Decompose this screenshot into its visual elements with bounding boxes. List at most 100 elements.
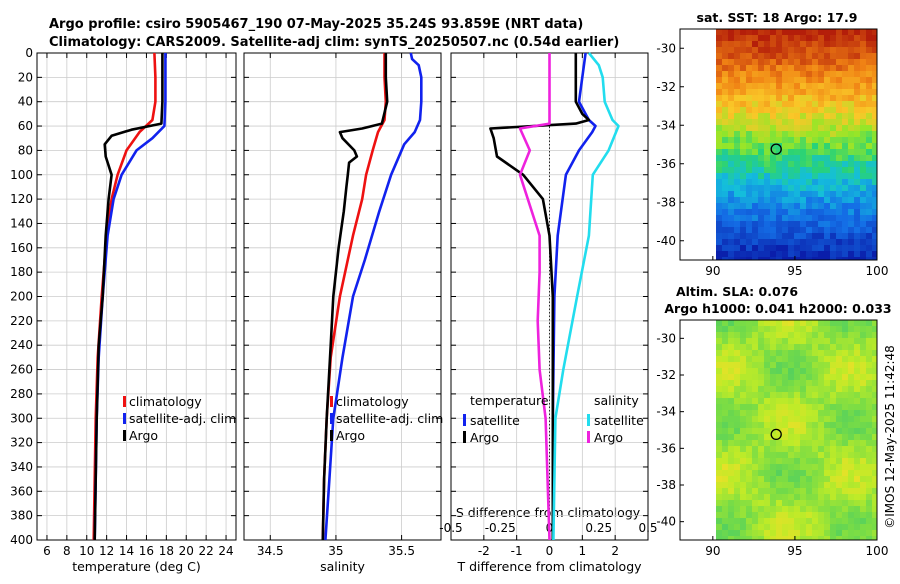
map-cell xyxy=(812,494,819,501)
map-cell xyxy=(830,101,837,108)
map-cell xyxy=(836,398,843,405)
map-cell xyxy=(740,386,747,393)
legend-title-salinity: salinity xyxy=(594,393,639,408)
map-cell xyxy=(830,506,837,513)
map-cell xyxy=(854,332,861,339)
map-cell xyxy=(824,131,831,138)
map-cell xyxy=(824,137,831,144)
map-cell xyxy=(716,209,723,216)
map-cell xyxy=(752,95,759,102)
map-cell xyxy=(722,35,729,42)
map-cell xyxy=(848,143,855,150)
map-cell xyxy=(764,89,771,96)
map-cell xyxy=(866,338,873,345)
map-cell xyxy=(872,149,878,156)
map-y-tick-label: -34 xyxy=(656,405,676,419)
map-cell xyxy=(872,446,878,453)
map-cell xyxy=(830,458,837,465)
map-cell xyxy=(770,356,777,363)
map-cell xyxy=(776,245,783,252)
map-cell xyxy=(872,476,878,483)
map-cell xyxy=(830,29,837,36)
map-cell xyxy=(788,155,795,162)
map-cell xyxy=(854,536,861,541)
map-cell xyxy=(866,320,873,327)
map-cell xyxy=(782,428,789,435)
map-cell xyxy=(770,386,777,393)
map-cell xyxy=(734,506,741,513)
map-cell xyxy=(746,416,753,423)
map-cell xyxy=(836,494,843,501)
map-cell xyxy=(752,107,759,114)
map-cell xyxy=(716,332,723,339)
map-cell xyxy=(764,374,771,381)
map-cell xyxy=(752,149,759,156)
map-cell xyxy=(728,149,735,156)
map-cell xyxy=(794,344,801,351)
map-cell xyxy=(776,524,783,531)
map-cell xyxy=(818,512,825,519)
map-cell xyxy=(740,185,747,192)
map-cell xyxy=(770,500,777,507)
map-cell xyxy=(728,320,735,327)
map-cell xyxy=(722,137,729,144)
map-cell xyxy=(866,131,873,138)
map-cell xyxy=(752,410,759,417)
map-cell xyxy=(824,29,831,36)
map-cell xyxy=(758,410,765,417)
map-cell xyxy=(728,416,735,423)
map-cell xyxy=(800,59,807,66)
map-cell xyxy=(848,410,855,417)
map-cell xyxy=(824,536,831,541)
map-cell xyxy=(800,518,807,525)
map-cell xyxy=(872,338,878,345)
map-cell xyxy=(770,65,777,72)
map-cell xyxy=(842,53,849,60)
map-cell xyxy=(734,470,741,477)
map-cell xyxy=(842,113,849,120)
map-cell xyxy=(812,143,819,150)
map-cell xyxy=(758,434,765,441)
map-cell xyxy=(830,173,837,180)
map-cell xyxy=(848,518,855,525)
map-cell xyxy=(854,125,861,132)
map-cell xyxy=(716,101,723,108)
map-cell xyxy=(722,113,729,120)
map-cell xyxy=(734,518,741,525)
map-cell xyxy=(770,95,777,102)
map-cell xyxy=(854,440,861,447)
map-cell xyxy=(860,380,867,387)
map-cell xyxy=(764,356,771,363)
map-cell xyxy=(740,89,747,96)
map-cell xyxy=(764,209,771,216)
map-cell xyxy=(800,422,807,429)
map-cell xyxy=(818,233,825,240)
map-cell xyxy=(734,386,741,393)
map-cell xyxy=(866,47,873,54)
map-cell xyxy=(722,257,729,261)
map-cell xyxy=(782,326,789,333)
map-cell xyxy=(752,416,759,423)
map-cell xyxy=(764,326,771,333)
map-cell xyxy=(752,227,759,234)
map-cell xyxy=(764,239,771,246)
map-cell xyxy=(872,125,878,132)
map-cell xyxy=(716,338,723,345)
map-cell xyxy=(854,320,861,327)
map-cell xyxy=(782,404,789,411)
map-cell xyxy=(716,53,723,60)
depth-tick-label: 140 xyxy=(10,216,33,230)
map-cell xyxy=(830,356,837,363)
map-cell xyxy=(836,119,843,126)
map-cell xyxy=(800,203,807,210)
map-cell xyxy=(764,131,771,138)
map-cell xyxy=(848,374,855,381)
map-cell xyxy=(824,392,831,399)
map-cell xyxy=(722,518,729,525)
map-cell xyxy=(830,257,837,261)
map-cell xyxy=(842,71,849,78)
map-cell xyxy=(794,203,801,210)
map-y-tick-label: -30 xyxy=(656,41,676,55)
map-cell xyxy=(800,197,807,204)
map-cell xyxy=(758,416,765,423)
